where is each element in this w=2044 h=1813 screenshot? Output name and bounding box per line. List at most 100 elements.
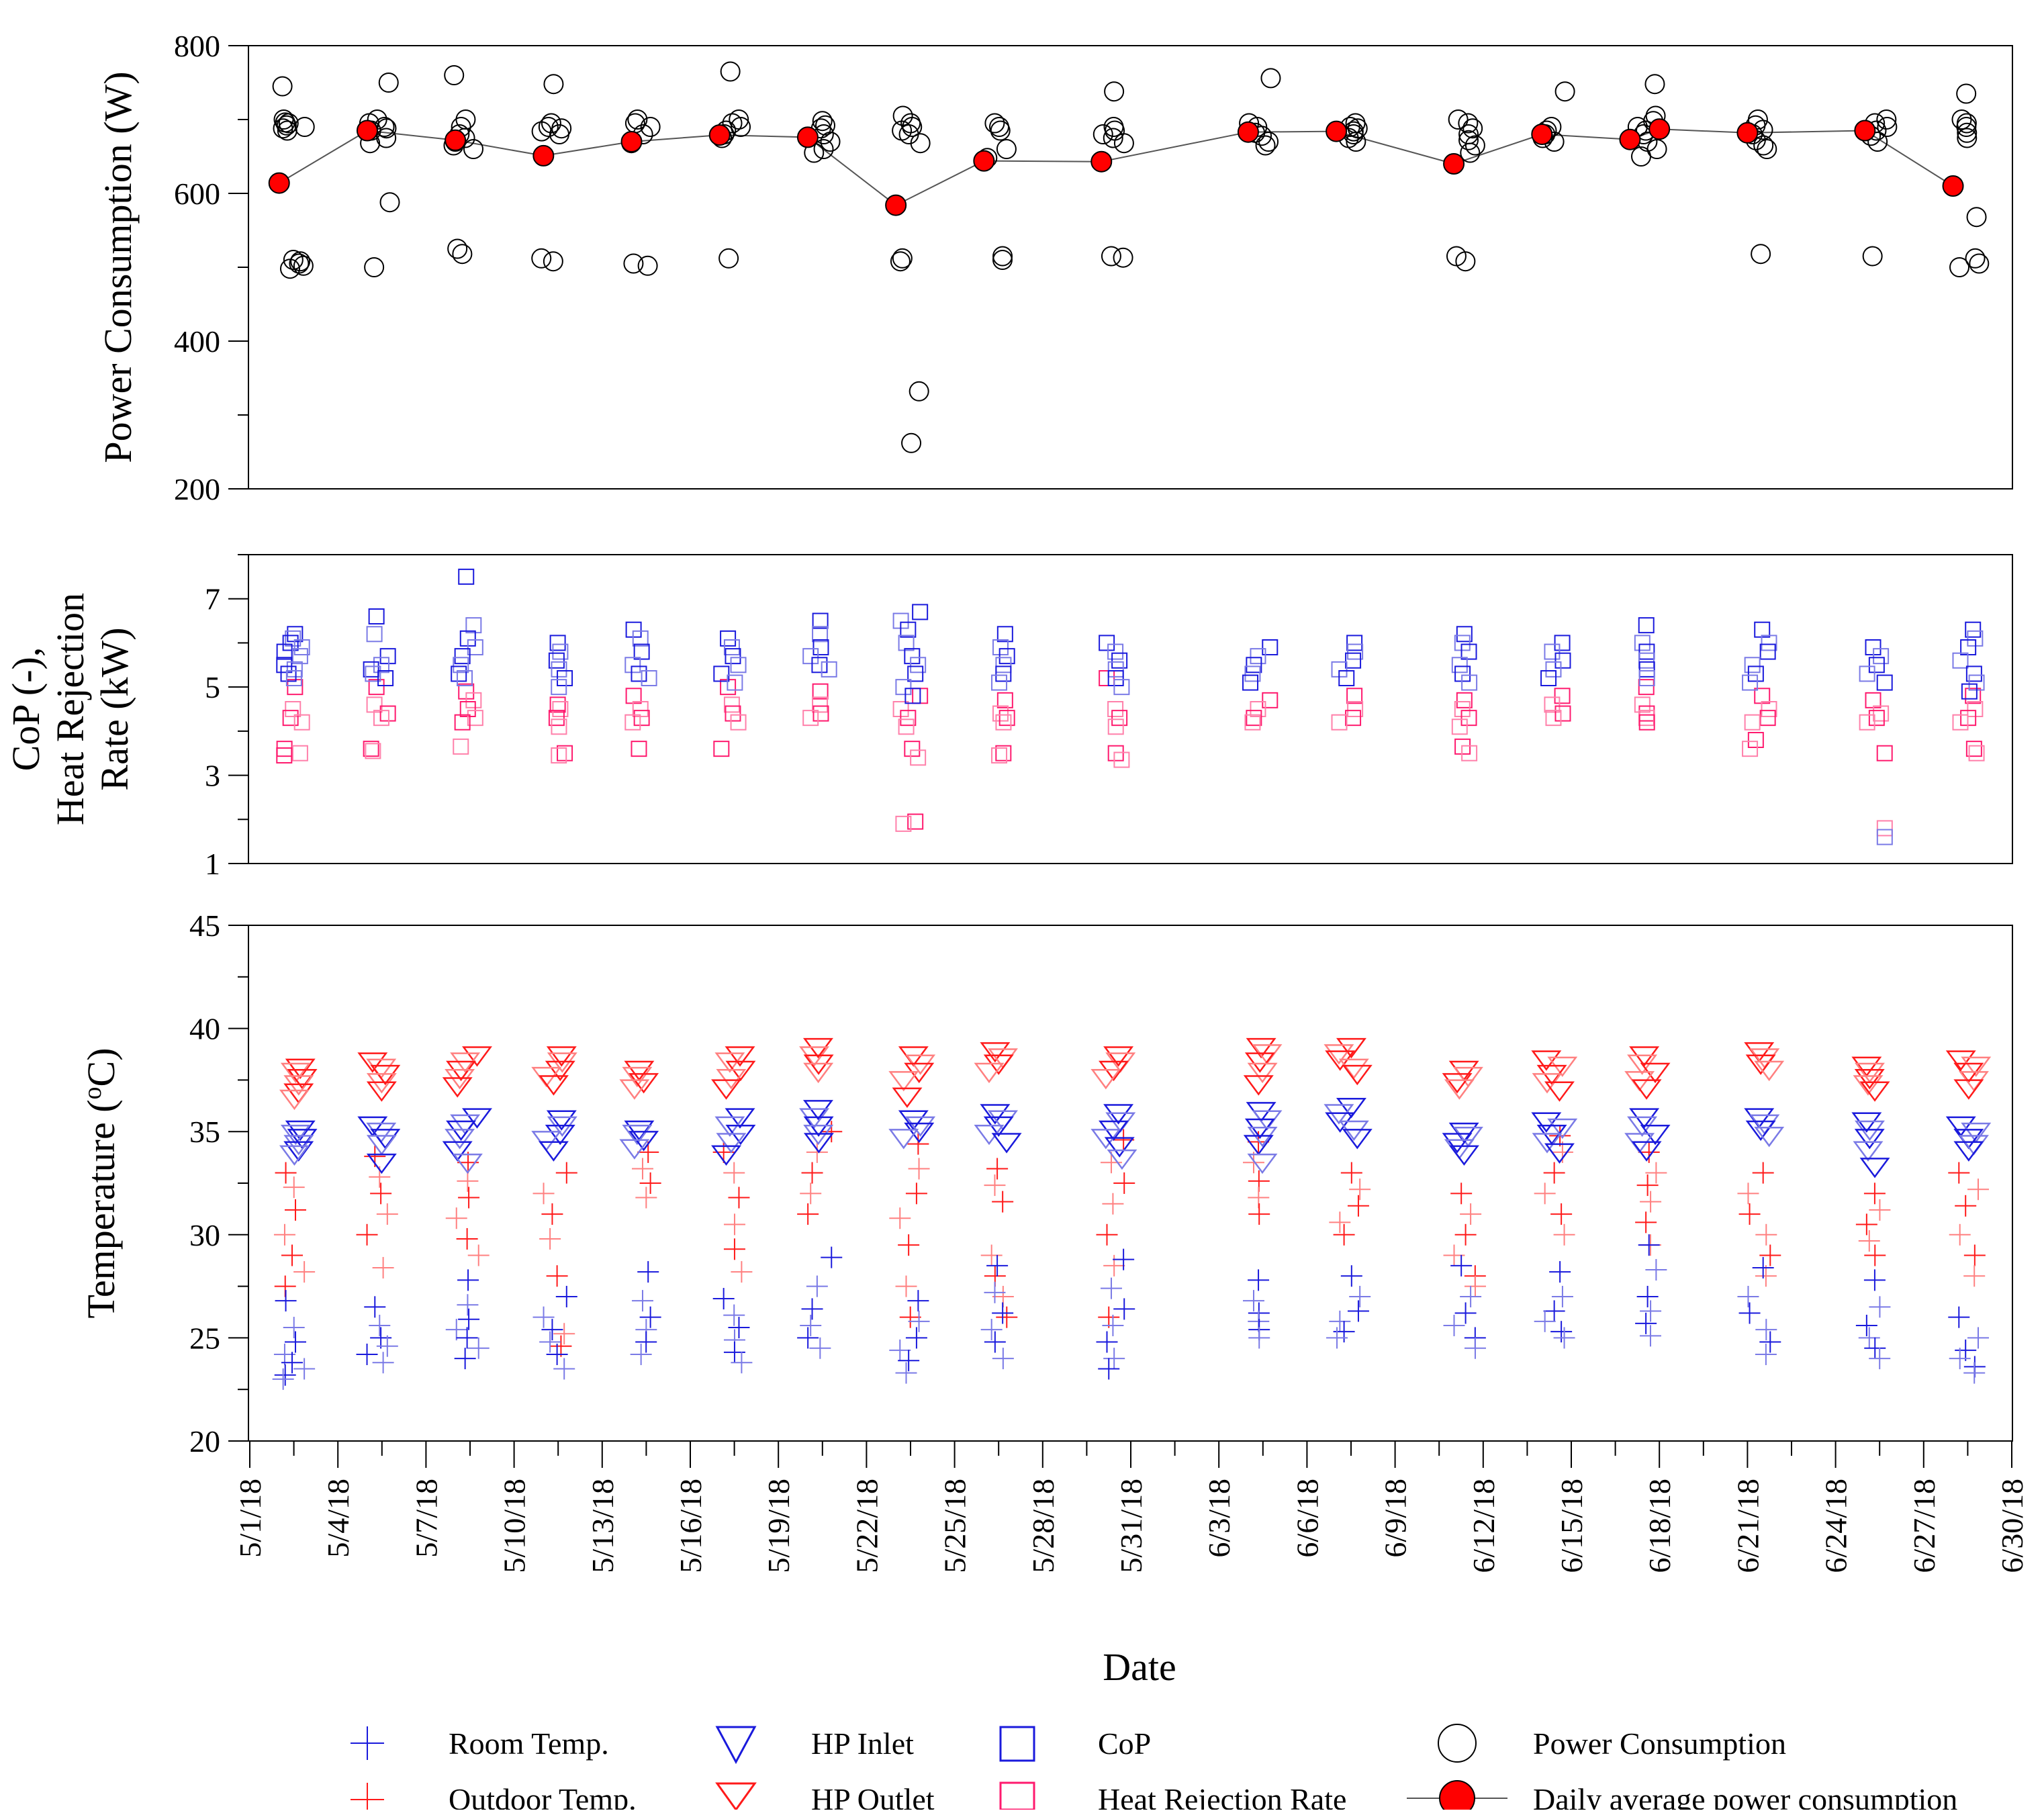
power-point (1867, 132, 1888, 152)
room-temp-series (272, 1234, 1990, 1390)
room-temp-point (284, 1331, 306, 1353)
power-point (1260, 68, 1281, 89)
power-point (1956, 117, 1977, 137)
outdoor-temp-point (800, 1182, 822, 1205)
room-temp-point (1869, 1296, 1891, 1318)
outdoor-temp-point (898, 1234, 920, 1256)
hp-outlet-point (629, 1073, 659, 1094)
cop-point (1262, 639, 1279, 655)
room-temp-point (1242, 1290, 1264, 1312)
hp-outlet-point (974, 1062, 1005, 1084)
room-temp-point (1349, 1285, 1371, 1307)
cop-point (1759, 643, 1776, 660)
hp-inlet-point (545, 1124, 575, 1146)
cop-y-tick-label: 5 (205, 670, 220, 704)
outdoor-temp-point (895, 1275, 917, 1297)
cop-point (1451, 657, 1468, 673)
power-point (543, 74, 564, 95)
heat-rejection-point (1451, 718, 1468, 735)
hp-inlet-point (442, 1141, 473, 1162)
hp-inlet-point (357, 1116, 388, 1137)
cop-point (1744, 657, 1761, 673)
heat-rejection-point (1331, 714, 1348, 731)
outdoor-temp-point (1534, 1182, 1556, 1205)
outdoor-temp-point (1759, 1244, 1781, 1266)
outdoor-temp-point (905, 1182, 927, 1205)
hp-inlet-point (1448, 1122, 1479, 1144)
hp-inlet-point (445, 1129, 475, 1150)
power-point (1957, 122, 1978, 143)
outdoor-temp-point (1460, 1203, 1482, 1225)
power-point (901, 432, 922, 453)
room-temp-point (1638, 1234, 1660, 1256)
cop-point (366, 626, 383, 643)
heat-rejection-point (1544, 696, 1561, 713)
heat-rejection-point (287, 679, 304, 696)
room-temp-point (809, 1337, 831, 1359)
cop-y-axis-title: CoP (-), (4, 647, 48, 772)
room-temp-point (1640, 1300, 1662, 1322)
legend-outdoor-temp: Outdoor Temp. (351, 1782, 637, 1813)
room-temp-point (1855, 1314, 1877, 1336)
hp-outlet-point (711, 1079, 741, 1100)
cop-point (1454, 635, 1471, 651)
outdoor-temp-point (806, 1141, 828, 1163)
cop-point (1345, 652, 1362, 669)
room-temp-point (274, 1364, 296, 1386)
heat-rejection-point (1111, 710, 1128, 727)
hp-inlet-point (287, 1129, 318, 1150)
outdoor-temp-point (1349, 1178, 1371, 1201)
power-point (1104, 81, 1125, 102)
heat-rejection-point (904, 741, 921, 757)
hp-inlet-point (283, 1141, 314, 1162)
heat-rejection-point (1638, 714, 1655, 731)
heat-rejection-point (276, 747, 293, 763)
cop-point (895, 679, 912, 696)
heat-rejection-point (1754, 688, 1771, 704)
hp-outlet-point (1442, 1073, 1473, 1094)
outdoor-temp-point (1855, 1213, 1877, 1236)
cop-point (1754, 621, 1771, 638)
power-point (1448, 109, 1469, 130)
hp-outlet-point (1247, 1062, 1278, 1084)
power-point (1862, 246, 1883, 267)
outdoor-temp-point (723, 1213, 745, 1236)
room-temp-point (797, 1327, 819, 1349)
hp-outlet-point (1961, 1056, 1992, 1077)
power-point (378, 73, 399, 93)
outdoor-temp-point (370, 1182, 392, 1205)
cop-point (910, 657, 927, 673)
legend-heat-rejection-rate: Heat Rejection Rate (999, 1781, 1346, 1813)
cop-point (1099, 635, 1115, 651)
power-point (1951, 109, 1972, 130)
cop-point (1246, 657, 1262, 673)
hp-outlet-point (1859, 1081, 1890, 1102)
cop-point (1638, 670, 1655, 686)
heat-rejection-point (900, 710, 917, 727)
room-temp-point (907, 1290, 929, 1312)
cop-point (1961, 683, 1978, 700)
hp-outlet-point (462, 1046, 492, 1067)
cop-point (1540, 670, 1557, 686)
power-point (1966, 207, 1987, 228)
cop-point (812, 612, 829, 629)
power-point (637, 255, 658, 276)
hp-outlet-point (1631, 1079, 1662, 1100)
hp-inlet-point (991, 1133, 1022, 1154)
outdoor-temp-point (532, 1182, 555, 1205)
hp-outlet-point (888, 1071, 919, 1092)
room-temp-point (1755, 1319, 1777, 1341)
room-temp-point (1534, 1310, 1556, 1332)
room-temp-point (1454, 1302, 1477, 1324)
cop-point (904, 648, 921, 665)
hp-inlet-point (1544, 1143, 1575, 1164)
heat-rejection-point (991, 747, 1008, 763)
x-axis-title: Date (1103, 1645, 1176, 1689)
heat-rejection-point (907, 813, 924, 830)
outdoor-temp-point (996, 1306, 1018, 1328)
power-point (892, 248, 913, 269)
hp-inlet-point (366, 1135, 397, 1156)
daily-average-point (1326, 120, 1348, 142)
hp-inlet-point (1442, 1133, 1473, 1154)
hp-inlet-point (905, 1116, 936, 1137)
